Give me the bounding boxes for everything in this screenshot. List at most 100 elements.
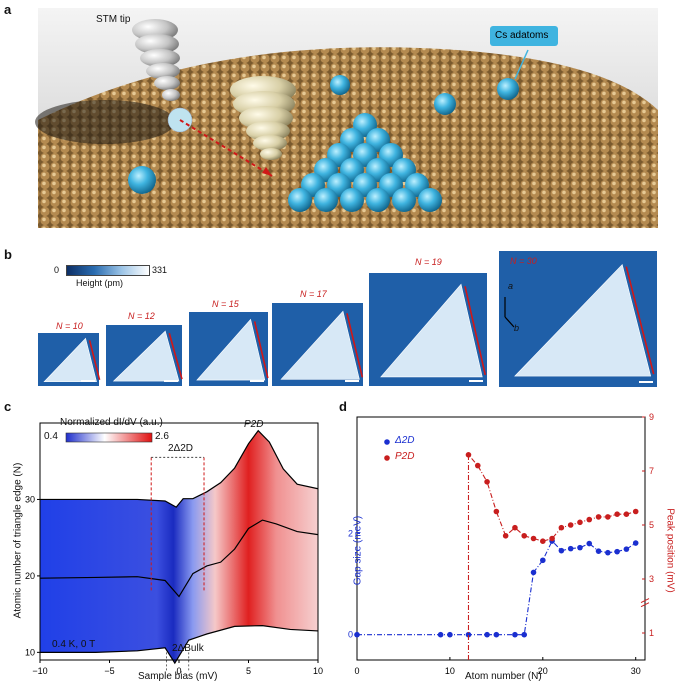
gap-point [605, 549, 611, 556]
gap-point [558, 547, 565, 554]
heatmap-chart: −10 −5 0 5 10 10 20 30 [25, 422, 323, 676]
atom-triangle [514, 264, 652, 377]
stm-tip-beige [230, 76, 296, 160]
c-xtick-label: 10 [313, 666, 323, 676]
legend-peak-marker [384, 455, 390, 461]
d-ytick-right-label: 1 [649, 628, 654, 638]
legend-gap-marker [384, 439, 390, 445]
d-ytick-right-label: 5 [649, 520, 654, 530]
peak-point [502, 533, 509, 539]
c-ytick-label: 20 [25, 571, 35, 581]
c-colorbar-title: Normalized dI/dV (a.u.) [60, 417, 163, 428]
stm-tip-label: STM tip [96, 14, 131, 25]
gap-point [577, 544, 583, 551]
pyramid-atom [288, 188, 312, 212]
edge-arrow [625, 266, 655, 375]
n-label-17: N = 17 [300, 289, 327, 299]
peak-point [484, 479, 490, 485]
panel-b-label: b [4, 247, 12, 262]
c-ytick-label: 10 [25, 647, 35, 657]
gap-point [437, 631, 444, 638]
pyramid-atom [418, 188, 442, 212]
height-colorbar [66, 265, 150, 276]
gap-point [623, 546, 630, 552]
d-ylabel-left: Gap size (meV) [352, 515, 364, 586]
gap-point [530, 569, 537, 576]
c-xlabel: Sample bias (mV) [138, 671, 218, 682]
n-label-15: N = 15 [212, 299, 239, 309]
atom-triangle [43, 337, 97, 383]
stm-images [38, 251, 657, 387]
peak-point [512, 524, 518, 531]
cs-adatoms-label: Cs adatoms [495, 30, 549, 41]
axis-break [640, 602, 650, 608]
peak-point [521, 533, 528, 539]
peak-point [614, 511, 620, 517]
d-ytick-left-label: 0 [348, 630, 353, 640]
c-xtick-label: 0 [176, 666, 181, 676]
d-ytick-right-label: 9 [649, 412, 654, 422]
edge-arrow [88, 340, 101, 380]
axis-b-label: b [514, 323, 520, 333]
gap-label: 2Δ2D [168, 443, 194, 454]
gap-point [521, 631, 528, 638]
d-xtick-label: 20 [538, 666, 548, 676]
cs-adatoms [128, 75, 519, 212]
n-label-10: N = 10 [56, 321, 83, 331]
c-ylabel: Atomic number of triangle edge (N) [12, 462, 24, 619]
panel-b: b 0 331 Height (pm) N = 10 N = 12 N = 15… [0, 245, 685, 393]
d-ytick-right-label: 7 [649, 466, 654, 476]
d-xtick-label: 10 [445, 666, 455, 676]
panel-c-label: c [4, 399, 12, 414]
heatmap-region [40, 430, 318, 664]
c-colorbar-max: 2.6 [155, 431, 169, 442]
c-colorbar-min: 0.4 [44, 431, 58, 442]
peak-point [567, 522, 574, 528]
atom-triangle [380, 283, 483, 378]
peak-point [493, 508, 500, 515]
c-ytick-label: 30 [25, 494, 35, 504]
d-ytick-left-label: 2 [348, 528, 353, 538]
edge-arrow [346, 313, 364, 378]
gap-point [512, 631, 518, 638]
peak-point [474, 462, 481, 469]
c-xtick-label: −10 [32, 666, 47, 676]
axis-b-arrow [504, 316, 515, 328]
d-axes-frame [356, 416, 646, 661]
d-xtick-label: 0 [354, 666, 359, 676]
gap-point [614, 548, 620, 555]
profile-curve [40, 624, 319, 665]
c-xtick-label: 5 [246, 666, 251, 676]
panel-a-label: a [4, 2, 12, 17]
legend-peak: P2D [395, 451, 415, 462]
d-ytick-right-label: 3 [649, 574, 654, 584]
d-ylabel-right: Peak position (mV) [664, 508, 676, 593]
peak-point [465, 452, 472, 458]
d-xlabel: Atom number (N) [465, 671, 542, 682]
colorbar-max: 331 [152, 265, 168, 275]
n-label-30: N = 30 [510, 256, 537, 266]
gap-point [465, 631, 472, 638]
atom-triangle [196, 318, 266, 381]
d-xtick-label: 30 [631, 666, 641, 676]
peak-series-line [467, 453, 636, 660]
peak-point [549, 535, 555, 542]
gap-point [447, 631, 453, 638]
peak-point [632, 508, 639, 515]
peak-point [540, 538, 546, 544]
axis-a-label: a [508, 281, 514, 291]
peak-point [586, 516, 593, 523]
gap-point [540, 557, 546, 564]
peak-label: P2D [244, 419, 264, 430]
pyramid-atom [314, 188, 338, 212]
peak-point [623, 511, 630, 517]
pyramid-atom [340, 188, 364, 212]
gap-point [484, 631, 490, 638]
gap-point [354, 631, 360, 638]
gap-point [632, 540, 639, 546]
peak-point [577, 519, 583, 526]
gap-series-line [357, 540, 637, 636]
stm-illustration [35, 8, 658, 228]
scatter-chart: 0 10 20 30 0 2 1 3 5 7 9 [348, 412, 654, 676]
edge-arrow [253, 321, 269, 379]
